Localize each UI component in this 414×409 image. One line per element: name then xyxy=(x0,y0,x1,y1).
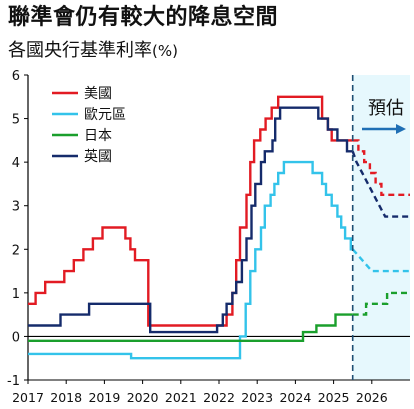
y-tick-label: 2 xyxy=(12,243,20,258)
legend-label-3: 日本 xyxy=(84,128,112,144)
x-tick-label: 2017 xyxy=(12,390,44,405)
x-tick-label: 2020 xyxy=(127,390,159,405)
x-tick-label: 2018 xyxy=(50,390,82,405)
series-line-1 xyxy=(28,95,353,327)
x-tick-label: 2021 xyxy=(165,390,197,405)
y-tick-label: -1 xyxy=(7,374,20,389)
y-tick-label: 4 xyxy=(12,156,20,171)
legend-label-4: 英國 xyxy=(84,148,112,165)
x-tick-label: 2022 xyxy=(203,390,235,405)
y-tick-label: 1 xyxy=(12,287,20,302)
x-tick-label: 2024 xyxy=(279,390,311,405)
y-tick-label: 5 xyxy=(12,113,20,128)
x-tick-label: 2025 xyxy=(318,390,350,405)
legend-label-1: 美國 xyxy=(84,86,112,102)
series-forecast-line-4 xyxy=(351,150,410,218)
series-forecast-line-3 xyxy=(352,291,410,316)
chart-subtitle: 各國央行基準利率(%) xyxy=(8,38,178,64)
x-tick-label: 2026 xyxy=(356,390,388,405)
forecast-region xyxy=(352,75,410,380)
y-tick-label: 6 xyxy=(12,69,20,84)
y-tick-label: 0 xyxy=(12,330,20,345)
x-tick-label: 2019 xyxy=(88,390,120,405)
subtitle-unit: (%) xyxy=(152,42,178,60)
series-line-2 xyxy=(28,160,353,360)
subtitle-text: 各國央行基準利率 xyxy=(8,40,152,61)
series-forecast-line-1 xyxy=(352,139,410,197)
series-forecast-line-2 xyxy=(351,248,410,273)
series-line-3 xyxy=(28,313,353,342)
legend-label-2: 歐元區 xyxy=(84,107,126,123)
forecast-label: 預估 xyxy=(368,98,404,119)
x-tick-label: 2023 xyxy=(241,390,273,405)
series-line-4 xyxy=(28,106,353,334)
chart-title: 聯準會仍有較大的降息空間 xyxy=(8,5,279,30)
y-tick-label: 3 xyxy=(12,200,20,215)
